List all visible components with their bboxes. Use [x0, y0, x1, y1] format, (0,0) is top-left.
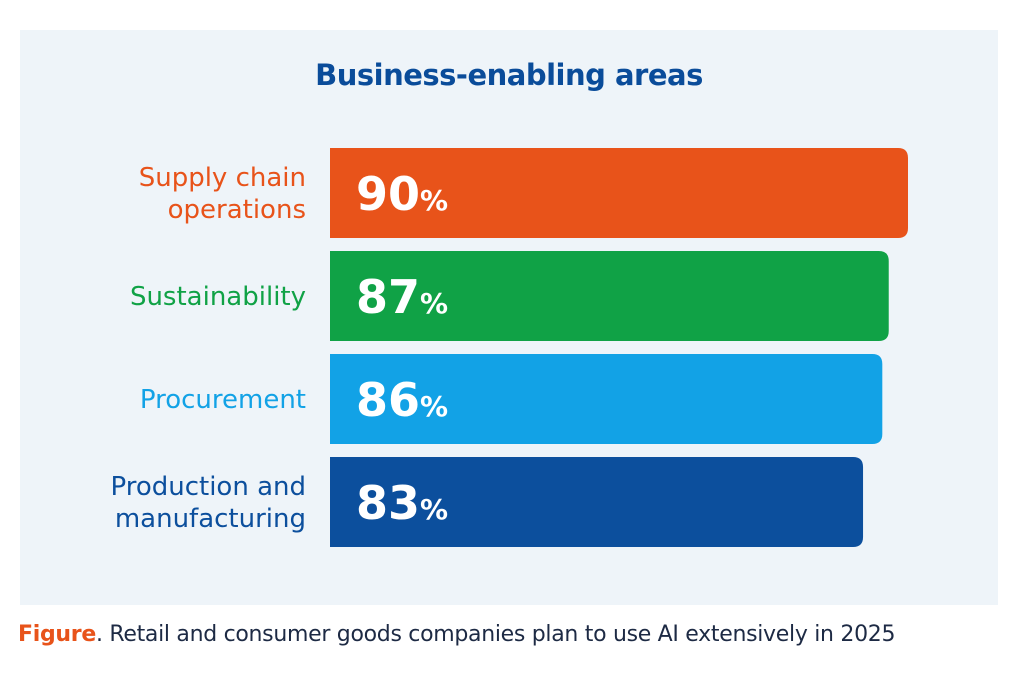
- category-label-production-and-manufacturing: Production and manufacturing: [110, 472, 306, 534]
- chart-title: Business-enabling areas: [315, 58, 703, 92]
- chart-panel: Business-enabling areas 90% Supply chain o…: [20, 30, 998, 605]
- bar-value-supply-chain-operations: 90%: [356, 167, 448, 221]
- bar-procurement: [330, 354, 883, 444]
- category-label-supply-chain-operations: Supply chain operations: [139, 163, 306, 225]
- bar-value-procurement: 86%: [356, 373, 448, 427]
- figure-caption: Figure. Retail and consumer goods compan…: [18, 622, 1018, 647]
- caption-text: . Retail and consumer goods companies pl…: [95, 622, 896, 647]
- bar-supply-chain-operations: [330, 148, 908, 238]
- category-label-procurement: Procurement: [140, 385, 306, 415]
- bar-chart: 90% Supply chain operations 87% Sustainabili…: [110, 148, 908, 547]
- category-label-sustainability: Sustainability: [130, 282, 306, 312]
- bar-production-and-manufacturing: [330, 457, 864, 547]
- bar-value-production-and-manufacturing: 83%: [356, 476, 448, 530]
- caption-prefix: Figure: [18, 622, 96, 647]
- bar-value-sustainability: 87%: [356, 270, 448, 324]
- bar-sustainability: [330, 251, 889, 341]
